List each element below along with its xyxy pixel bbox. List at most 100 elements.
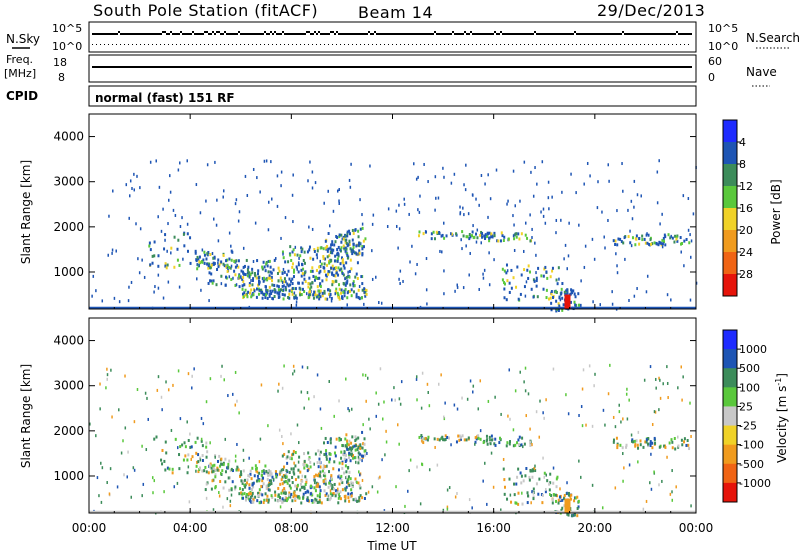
echo-cell [309,486,312,490]
noise-mark [158,33,160,35]
echo-cell [435,196,437,200]
echo-cell [294,451,297,455]
echo-cell [519,199,521,203]
echo-cell [593,384,595,388]
echo-cell [234,283,237,287]
noise-dot [352,44,353,45]
echo-cell [689,298,692,302]
noise-dot [320,44,321,45]
echo-cell [285,499,288,503]
echo-cell [324,493,327,497]
noise-mark [338,33,340,35]
echo-cell [243,483,246,487]
noise-mark [324,33,326,35]
echo-cell [189,445,192,449]
echo-cell [336,253,339,257]
echo-cell [486,442,489,446]
echo-cell [387,207,390,211]
echo-cell [143,275,146,279]
echo-cell [276,204,279,208]
echo-cell [308,290,311,294]
echo-cell [305,292,308,296]
echo-cell [257,269,260,273]
freq-mark [560,66,562,68]
echo-cell [243,478,246,482]
echo-cell [551,195,553,199]
echo-cell [264,492,267,496]
noise-dot [196,44,197,45]
echo-cell [255,467,258,471]
echo-cell [385,440,388,444]
echo-cell [320,262,323,266]
freq-mark [508,66,510,68]
freq-mark [480,66,482,68]
colorbar-tick-label: -500 [739,458,764,471]
echo-cell [289,245,292,249]
freq-mark [180,66,182,68]
freq-mark [608,66,610,68]
freq-mark [352,66,354,68]
echo-cell [323,489,326,493]
noise-mark [286,33,288,35]
echo-cell [321,294,324,298]
echo-cell [446,488,449,492]
echo-cell [438,382,440,386]
echo-cell [223,378,225,382]
echo-cell [542,411,544,415]
echo-cell [312,257,315,261]
echo-cell [281,250,284,254]
echo-cell [551,498,554,502]
echo-cell [543,475,546,479]
echo-cell [157,264,160,268]
echo-cell [577,505,580,509]
echo-cell [528,270,531,274]
noise-dot [612,44,613,45]
echo-cell [567,254,570,258]
echo-cell [346,253,349,257]
echo-cell [277,499,280,503]
noise-mark [332,31,334,33]
freq-mark [620,66,622,68]
freq-mark [338,66,340,68]
echo-cell [612,415,615,419]
echo-cell [357,481,360,485]
echo-cell [136,174,138,178]
echo-cell [248,497,251,501]
noise-mark [224,31,226,33]
echo-cell [332,248,335,252]
echo-cell [263,159,266,163]
echo-cell [640,194,642,198]
echo-cell [361,459,363,463]
echo-cell [294,478,297,482]
echo-cell [253,474,256,478]
echo-cell [195,259,198,263]
colorbar-swatch [723,330,737,350]
echo-cell [315,253,318,257]
freq-mark [174,66,176,68]
freq-mark [222,66,224,68]
echo-cell [505,444,508,448]
echo-cell [555,499,558,503]
echo-cell [283,487,286,491]
echo-cell [530,501,532,505]
echo-cell [92,274,95,278]
echo-cell [378,301,380,305]
freq-mark [482,66,484,68]
noise-dot [240,44,241,45]
echo-cell [316,501,319,505]
echo-cell [275,474,277,478]
echo-cell [342,264,345,268]
noise-mark [190,33,192,35]
echo-cell [354,435,357,439]
echo-cell [281,489,284,493]
noise-mark [660,33,662,35]
echo-cell [630,433,633,437]
echo-cell [214,454,217,458]
echo-cell [151,476,154,480]
noise-mark [472,33,474,35]
echo-cell [519,370,521,374]
echo-cell [660,242,662,246]
echo-cell [321,469,324,473]
noise-dot [556,44,557,45]
noise-mark [596,33,598,35]
